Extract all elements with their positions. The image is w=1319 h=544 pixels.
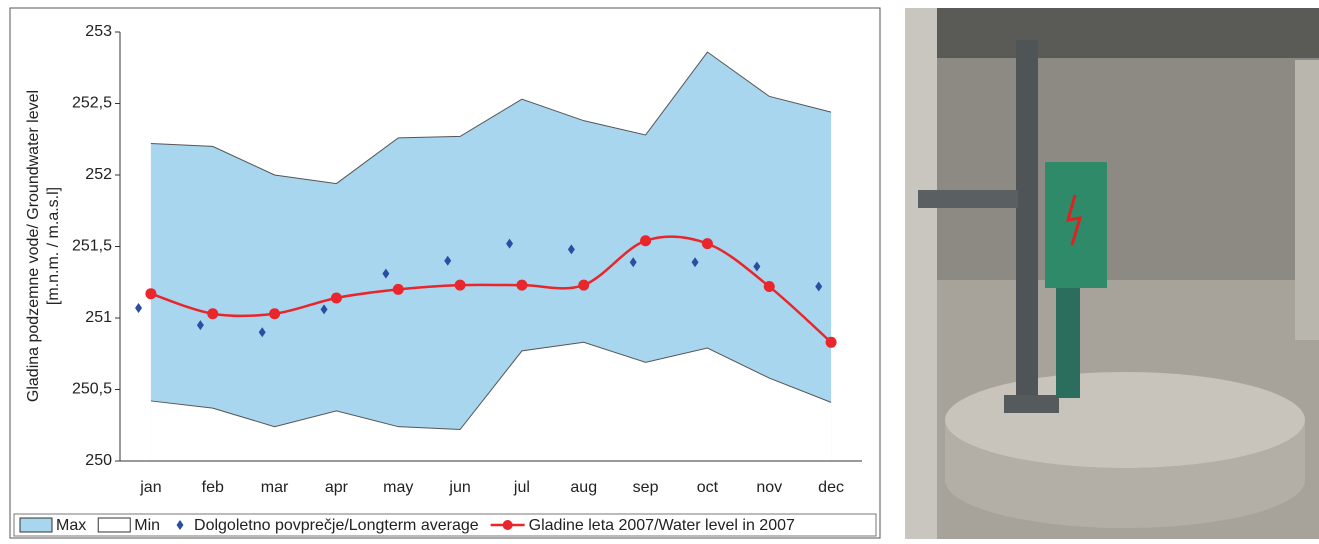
y-tick-label: 251 [85, 309, 112, 326]
legend-label: Max [56, 517, 86, 534]
point [578, 279, 590, 291]
area-edge [150, 341, 832, 431]
x-tick-label: feb [202, 479, 224, 496]
marker [815, 281, 823, 292]
y-tick-label: 253 [85, 23, 112, 40]
photo-bolt [1065, 194, 1083, 246]
point [207, 308, 219, 320]
marker [753, 261, 761, 272]
x-tick-label: may [383, 479, 413, 496]
legend-label: Gladine leta 2007/Water level in 2007 [529, 517, 795, 534]
y-tick-label: 250,5 [72, 381, 112, 398]
legend-swatch [97, 517, 131, 533]
y-tick-label: 250 [85, 452, 112, 469]
photo [905, 8, 1319, 539]
marker [382, 268, 390, 279]
point [701, 238, 713, 250]
legend-swatch [502, 520, 513, 530]
x-tick-label: jun [448, 479, 470, 496]
marker [444, 255, 452, 266]
photo-spout [918, 190, 1018, 208]
y-tick-label: 252,5 [72, 95, 112, 112]
x-tick-label: nov [756, 479, 782, 496]
labels: 250 250,5 251 251,5 252 252,5 253 jan feb mar apr m… [72, 23, 844, 496]
legend-label: Min [134, 517, 160, 534]
point [269, 308, 281, 320]
y-tick-label: 251,5 [72, 238, 112, 255]
x-tick-label: jan [139, 479, 161, 496]
photo-pump-base [1004, 395, 1059, 413]
marker [320, 304, 328, 315]
x-tick-label: sep [633, 479, 659, 496]
y-axis-label: Gladina podzemne vode/ Groundwater level [25, 90, 42, 402]
legend-swatch [19, 517, 53, 533]
photo-pillar [905, 8, 937, 539]
x-tick-label: aug [570, 479, 597, 496]
point [640, 235, 652, 247]
photo-ceiling [905, 8, 1319, 58]
y-axis-label: [m.n.m. / m.a.s.l] [45, 187, 62, 305]
x-tick-label: mar [261, 479, 289, 496]
legend-label: Dolgoletno povprečje/Longterm average [194, 517, 479, 534]
photo-pump [1016, 40, 1038, 410]
x-tick-label: oct [697, 479, 719, 496]
photo-well-side [945, 420, 1305, 528]
photo-door [1295, 60, 1319, 340]
area [150, 342, 832, 461]
x-tick-label: apr [325, 479, 349, 496]
point [825, 336, 837, 348]
x-tick-label: dec [818, 479, 844, 496]
x-tick-label: jul [513, 479, 530, 496]
point [330, 292, 342, 304]
point [145, 288, 157, 300]
photo-box [1045, 162, 1107, 288]
legend: Max Min Dolgoletno povprečje/Longterm aver… [19, 517, 795, 534]
point [763, 281, 775, 293]
marker [506, 238, 514, 249]
y-tick-label: 252 [85, 166, 112, 183]
marker [629, 257, 637, 268]
point [392, 283, 404, 295]
photo-post [1056, 288, 1080, 398]
marker [567, 244, 575, 255]
marker [258, 327, 266, 338]
plot-area [115, 31, 862, 462]
area-edge [150, 51, 832, 185]
marker [135, 302, 143, 313]
marker [196, 320, 204, 331]
point [516, 279, 528, 291]
legend-box [13, 513, 877, 537]
legend-swatch [176, 520, 184, 530]
photo-well-top [945, 372, 1305, 468]
point [454, 279, 466, 291]
marker [691, 257, 699, 268]
